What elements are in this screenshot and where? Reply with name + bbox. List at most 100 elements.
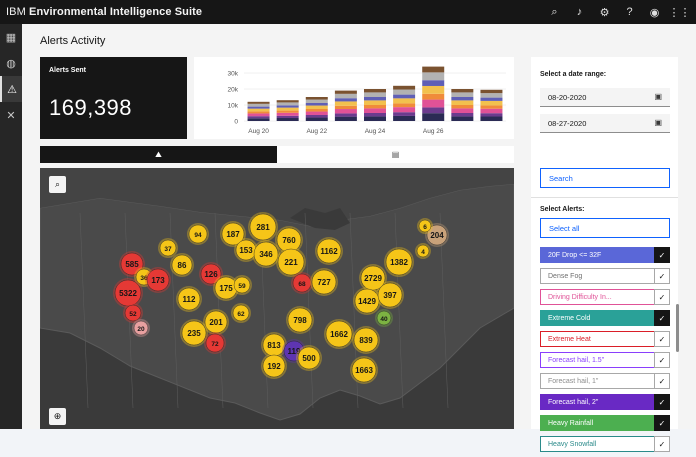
alert-type-row[interactable]: Forecast hail, 2" ✓ xyxy=(540,394,670,410)
bar-segment[interactable] xyxy=(276,107,299,111)
alert-cluster[interactable]: 346 xyxy=(252,240,280,268)
alert-cluster[interactable]: 5322 xyxy=(113,278,143,308)
alert-cluster[interactable]: 1429 xyxy=(353,287,381,315)
bar-segment[interactable] xyxy=(480,113,503,117)
cluster-bubble[interactable] xyxy=(287,307,313,333)
bar-segment[interactable] xyxy=(334,116,357,121)
calendar-icon[interactable]: ▣ xyxy=(654,118,662,127)
bar-segment[interactable] xyxy=(393,107,416,113)
bar-segment[interactable] xyxy=(480,89,503,94)
cluster-bubble[interactable] xyxy=(416,244,430,258)
bar-segment[interactable] xyxy=(364,89,386,93)
cluster-bubble[interactable] xyxy=(221,222,245,246)
bar-segment[interactable] xyxy=(364,108,386,113)
cluster-bubble[interactable] xyxy=(114,279,142,307)
notification-icon[interactable]: ♪ xyxy=(576,6,583,18)
alert-cluster[interactable]: 1662 xyxy=(324,319,354,349)
cluster-bubble[interactable] xyxy=(385,248,413,276)
bar-segment[interactable] xyxy=(422,99,445,108)
bar-segment[interactable] xyxy=(334,113,357,117)
cluster-bubble[interactable] xyxy=(351,357,377,383)
alert-cluster[interactable]: 40 xyxy=(375,309,393,327)
app-title[interactable]: IBM Environmental Intelligence Suite xyxy=(0,6,202,18)
alert-cluster[interactable]: 59 xyxy=(232,275,252,295)
end-date-field[interactable]: 08-27-2020 ▣ xyxy=(540,114,670,133)
zoom-in-button[interactable]: ⊕ xyxy=(49,408,66,425)
bar-segment[interactable] xyxy=(451,113,474,117)
alert-cluster[interactable]: 760 xyxy=(275,226,303,254)
bar-segment[interactable] xyxy=(305,99,328,103)
bar-segment[interactable] xyxy=(247,101,270,104)
help-icon[interactable]: ? xyxy=(626,6,633,18)
cluster-bubble[interactable] xyxy=(188,224,208,244)
bar-segment[interactable] xyxy=(480,105,503,109)
bar-segment[interactable] xyxy=(247,118,270,121)
bar-segment[interactable] xyxy=(276,105,299,108)
cluster-bubble[interactable] xyxy=(376,310,392,326)
bar-segment[interactable] xyxy=(276,110,299,113)
alert-icon[interactable]: ⚠ xyxy=(0,76,22,102)
bar-segment[interactable] xyxy=(393,115,416,121)
table-view-tab[interactable]: ▤ xyxy=(277,146,514,163)
cluster-bubble[interactable] xyxy=(277,248,305,276)
bar-segment[interactable] xyxy=(305,103,328,106)
cluster-bubble[interactable] xyxy=(311,269,337,295)
bar-segment[interactable] xyxy=(422,80,445,86)
alert-cluster[interactable]: 62 xyxy=(231,303,251,323)
checkbox-icon[interactable]: ✓ xyxy=(654,436,670,452)
bar-segment[interactable] xyxy=(334,105,357,110)
checkbox-icon[interactable]: ✓ xyxy=(654,331,670,347)
bar-segment[interactable] xyxy=(305,115,328,118)
alert-type-row[interactable]: Driving Difficulty In... ✓ xyxy=(540,289,670,305)
alert-cluster[interactable]: 52 xyxy=(123,303,143,323)
bar-segment[interactable] xyxy=(276,112,299,116)
settings-icon[interactable]: ⚙ xyxy=(599,6,610,19)
alert-cluster[interactable]: 235 xyxy=(180,319,208,347)
cluster-bubble[interactable] xyxy=(297,346,321,370)
alert-type-row[interactable]: 20F Drop <= 32F ✓ xyxy=(540,247,670,263)
cluster-bubble[interactable] xyxy=(133,320,149,336)
alert-cluster[interactable]: 839 xyxy=(352,326,380,354)
alert-cluster[interactable]: 1162 xyxy=(315,237,343,265)
alert-cluster[interactable]: 153 xyxy=(234,238,258,262)
bar-segment[interactable] xyxy=(334,90,357,94)
bar-segment[interactable] xyxy=(364,100,386,105)
bar-segment[interactable] xyxy=(480,97,503,101)
cluster-bubble[interactable] xyxy=(233,276,251,294)
bar-segment[interactable] xyxy=(305,111,328,115)
bar-segment[interactable] xyxy=(393,94,416,99)
bar-segment[interactable] xyxy=(451,97,474,101)
bar-segment[interactable] xyxy=(422,85,445,94)
alert-cluster[interactable]: 112 xyxy=(176,286,202,312)
bar-segment[interactable] xyxy=(364,116,386,121)
bar-segment[interactable] xyxy=(334,98,357,102)
bar-segment[interactable] xyxy=(276,118,299,121)
alert-cluster[interactable]: 1663 xyxy=(350,356,378,384)
alert-cluster[interactable]: 20 xyxy=(132,319,150,337)
alerts-map[interactable]: 281 94 187 760 1162 153 346 221 37 86 585 36 5322 173… xyxy=(40,168,514,429)
globe-icon[interactable]: ◍ xyxy=(6,57,16,70)
alert-cluster[interactable]: 204 xyxy=(425,223,449,247)
alert-cluster[interactable]: 201 xyxy=(203,309,229,335)
bar-segment[interactable] xyxy=(276,100,299,103)
alert-cluster[interactable]: 727 xyxy=(310,268,338,296)
alert-cluster[interactable]: 72 xyxy=(204,332,226,354)
bar-segment[interactable] xyxy=(276,115,299,119)
bar-segment[interactable] xyxy=(393,103,416,108)
bar-segment[interactable] xyxy=(422,107,445,114)
bar-segment[interactable] xyxy=(334,93,357,99)
alert-type-row[interactable]: Forecast hail, 1.5" ✓ xyxy=(540,352,670,368)
alert-cluster[interactable]: 37 xyxy=(158,238,178,258)
cluster-bubble[interactable] xyxy=(177,287,201,311)
alert-cluster[interactable]: 798 xyxy=(286,306,314,334)
bar-segment[interactable] xyxy=(422,72,445,81)
cluster-bubble[interactable] xyxy=(353,327,379,353)
cluster-bubble[interactable] xyxy=(426,224,448,246)
cluster-bubble[interactable] xyxy=(120,252,144,276)
bar-segment[interactable] xyxy=(334,109,357,114)
alert-type-row[interactable]: Extreme Heat ✓ xyxy=(540,331,670,347)
alert-cluster[interactable]: 397 xyxy=(376,281,404,309)
checkbox-icon[interactable]: ✓ xyxy=(654,268,670,284)
checkbox-icon[interactable]: ✓ xyxy=(654,373,670,389)
